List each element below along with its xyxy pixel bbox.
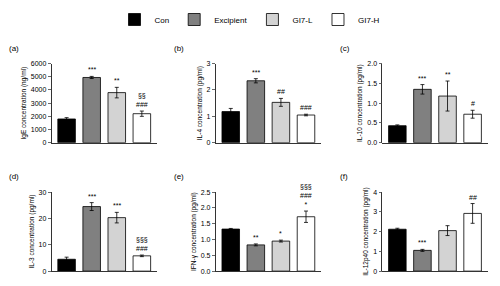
svg-text:**: ** bbox=[445, 71, 451, 78]
svg-text:##: ## bbox=[469, 194, 477, 201]
svg-text:***: *** bbox=[252, 69, 260, 76]
svg-text:##: ## bbox=[277, 88, 285, 95]
svg-text:2: 2 bbox=[373, 228, 377, 235]
svg-text:0.0: 0.0 bbox=[367, 139, 377, 146]
svg-text:0: 0 bbox=[207, 139, 211, 146]
svg-text:§§###: §§### bbox=[136, 92, 148, 108]
svg-text:**: ** bbox=[114, 77, 120, 84]
svg-text:GI7-H: GI7-H bbox=[358, 16, 380, 25]
svg-text:###: ### bbox=[300, 104, 312, 111]
svg-text:**: ** bbox=[253, 234, 259, 241]
svg-text:30: 30 bbox=[39, 189, 47, 196]
svg-text:Excipient: Excipient bbox=[214, 16, 247, 25]
svg-text:0.5: 0.5 bbox=[367, 119, 377, 126]
svg-text:§§§###*: §§§###* bbox=[300, 183, 312, 208]
svg-text:1.0: 1.0 bbox=[201, 236, 211, 243]
svg-text:(e): (e) bbox=[174, 172, 184, 181]
svg-text:2.0: 2.0 bbox=[201, 204, 211, 211]
svg-text:3000: 3000 bbox=[31, 100, 47, 107]
svg-text:IL-4 concentration (pg/ml): IL-4 concentration (pg/ml) bbox=[196, 66, 204, 140]
svg-text:Con: Con bbox=[155, 16, 170, 25]
svg-text:2.5: 2.5 bbox=[201, 189, 211, 196]
svg-text:1: 1 bbox=[373, 248, 377, 255]
svg-text:(c): (c) bbox=[340, 44, 350, 53]
svg-text:(d): (d) bbox=[9, 172, 19, 181]
svg-text:(a): (a) bbox=[9, 44, 19, 53]
svg-text:§§§###: §§§### bbox=[136, 236, 148, 252]
svg-text:10: 10 bbox=[39, 241, 47, 248]
svg-text:2000: 2000 bbox=[31, 113, 47, 120]
svg-text:0: 0 bbox=[42, 139, 46, 146]
svg-text:3: 3 bbox=[207, 60, 211, 67]
svg-text:IFN-γ concentration (pg/ml): IFN-γ concentration (pg/ml) bbox=[190, 192, 198, 271]
svg-text:#: # bbox=[471, 100, 475, 107]
svg-text:***: *** bbox=[418, 75, 426, 82]
svg-text:***: *** bbox=[113, 202, 121, 209]
svg-text:0: 0 bbox=[42, 268, 46, 275]
svg-text:IL-3 concentration (pg/ml): IL-3 concentration (pg/ml) bbox=[28, 195, 36, 269]
svg-text:1.5: 1.5 bbox=[201, 220, 211, 227]
svg-text:0.0: 0.0 bbox=[201, 268, 211, 275]
svg-text:4000: 4000 bbox=[31, 86, 47, 93]
svg-text:(f): (f) bbox=[340, 172, 348, 181]
svg-text:IL-12p40 concentration (pg/ml): IL-12p40 concentration (pg/ml) bbox=[362, 187, 370, 276]
svg-text:IL-10 concentration (pg/ml): IL-10 concentration (pg/ml) bbox=[356, 64, 364, 142]
svg-text:0.5: 0.5 bbox=[201, 252, 211, 259]
svg-text:***: *** bbox=[418, 239, 426, 246]
svg-text:(b): (b) bbox=[174, 44, 184, 53]
svg-text:GI7-L: GI7-L bbox=[292, 16, 313, 25]
svg-text:20: 20 bbox=[39, 215, 47, 222]
svg-text:5000: 5000 bbox=[31, 73, 47, 80]
svg-text:*: * bbox=[279, 230, 282, 237]
svg-text:IgE concentration (ng/ml): IgE concentration (ng/ml) bbox=[20, 67, 28, 140]
svg-text:0: 0 bbox=[373, 268, 377, 275]
svg-text:***: *** bbox=[88, 66, 96, 73]
svg-text:1000: 1000 bbox=[31, 126, 47, 133]
svg-text:6000: 6000 bbox=[31, 60, 47, 67]
svg-text:1.0: 1.0 bbox=[367, 100, 377, 107]
svg-text:1: 1 bbox=[207, 113, 211, 120]
svg-text:1.5: 1.5 bbox=[367, 80, 377, 87]
svg-text:3: 3 bbox=[373, 208, 377, 215]
svg-text:2: 2 bbox=[207, 86, 211, 93]
svg-text:***: *** bbox=[88, 193, 96, 200]
svg-text:4: 4 bbox=[373, 189, 377, 196]
svg-text:2.0: 2.0 bbox=[367, 60, 377, 67]
